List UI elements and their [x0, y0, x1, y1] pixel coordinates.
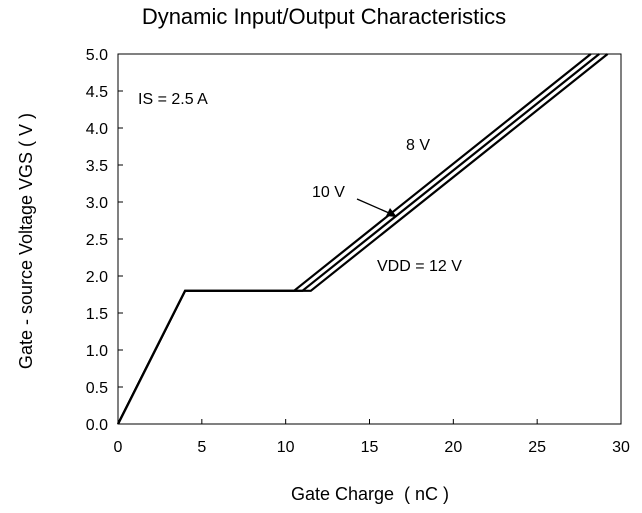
annotation-arrow-shaft: [356, 198, 390, 214]
series-label-8v: 8 V: [406, 137, 430, 154]
y-tick-label: 4.0: [86, 121, 108, 138]
x-tick-label: 5: [197, 439, 206, 456]
y-axis-label: Gate - source Voltage VGS ( V ): [16, 113, 36, 369]
x-tick-label: 10: [277, 439, 295, 456]
y-tick-label: 0.5: [86, 380, 108, 397]
y-tick-label: 2.0: [86, 269, 108, 286]
series-lines: [117, 53, 609, 425]
y-tick-label: 3.0: [86, 195, 108, 212]
y-tick-label: 1.0: [86, 343, 108, 360]
x-tick-label: 15: [361, 439, 379, 456]
annotation-arrowhead: [386, 208, 397, 217]
y-tick-label: 3.5: [86, 158, 108, 175]
y-tick-label: 5.0: [86, 47, 108, 64]
y-tick-label: 0.0: [86, 417, 108, 434]
plot-area: 0.0 0.5 1.0 1.5 2.0 2.5 3.0 3.5 4.0 4.5 5.0 0 5 10 15…: [86, 47, 630, 456]
x-tick-label: 30: [612, 439, 630, 456]
y-tick-label: 1.5: [86, 306, 108, 323]
x-axis-ticks: 0 5 10 15 20 25 30: [114, 419, 630, 456]
series-line-3: [117, 53, 609, 425]
chart-title: Dynamic Input/Output Characteristics: [142, 4, 506, 29]
y-axis-ticks: 0.0 0.5 1.0 1.5 2.0 2.5 3.0 3.5 4.0 4.5 5.0: [86, 47, 123, 434]
y-tick-label: 2.5: [86, 232, 108, 249]
series-line-1: [117, 53, 592, 425]
x-tick-label: 20: [444, 439, 462, 456]
y-tick-label: 4.5: [86, 84, 108, 101]
x-axis-label: Gate Charge ( nC ): [291, 484, 449, 504]
series-label-10v: 10 V: [312, 184, 345, 201]
x-tick-label: 25: [528, 439, 546, 456]
series-label-vdd-12v: VDD = 12 V: [377, 258, 462, 275]
is-current-annotation: IS = 2.5 A: [138, 91, 208, 108]
x-tick-label: 0: [114, 439, 123, 456]
plot-frame: [117, 53, 622, 425]
